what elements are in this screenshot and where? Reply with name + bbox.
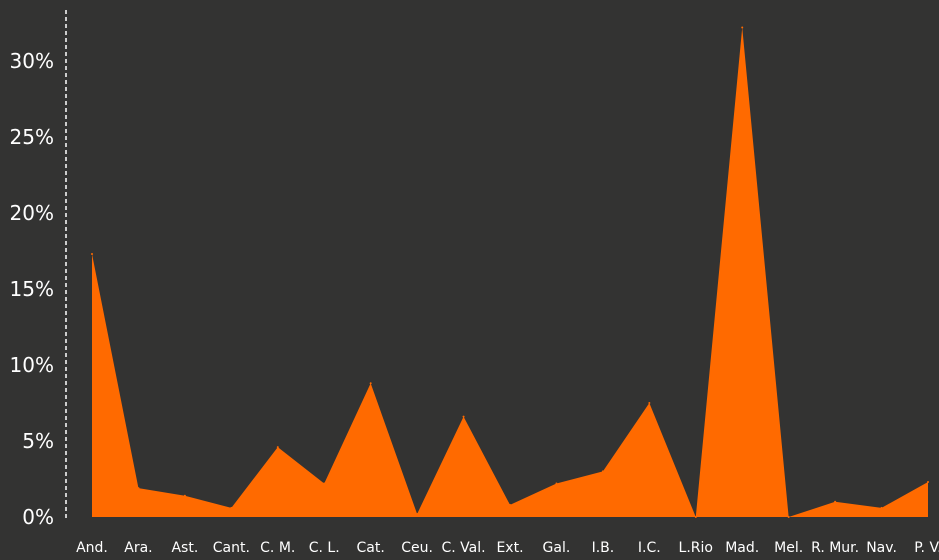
data-point-11 (601, 470, 604, 473)
data-point-3 (230, 506, 233, 509)
x-tick-label: Gal. (543, 540, 571, 556)
x-tick-label: Nav. (866, 540, 897, 556)
data-point-15 (787, 516, 790, 518)
data-point-1 (137, 487, 140, 490)
y-tick-label: 20% (10, 201, 54, 225)
x-tick-label: Mel. (774, 540, 803, 556)
x-tick-label: Mad. (725, 540, 759, 556)
data-point-16 (834, 500, 837, 503)
x-tick-label: Ceu. (401, 540, 433, 556)
x-tick-label: C. M. (260, 540, 295, 556)
data-point-18 (927, 481, 929, 484)
data-point-6 (369, 382, 372, 385)
x-tick-label: P. V. (914, 540, 939, 556)
data-point-13 (694, 516, 697, 518)
x-tick-label: Ast. (171, 540, 198, 556)
x-axis-ticks: And. Ara. Ast. Cant. C. M. C. L. Cat. Ceu. C. Va… (76, 540, 939, 556)
data-point-5 (323, 482, 326, 485)
x-tick-label: I.C. (638, 540, 661, 556)
y-tick-label: 0% (22, 505, 54, 529)
y-tick-label: 5% (22, 429, 54, 453)
x-tick-label: R. Mur. (811, 540, 859, 556)
x-tick-label: Ara. (124, 540, 152, 556)
area-series (91, 26, 929, 518)
data-point-12 (648, 402, 651, 404)
x-tick-label: Cat. (357, 540, 385, 556)
data-point-17 (880, 506, 883, 509)
x-tick-label: I.B. (592, 540, 615, 556)
data-point-0 (91, 253, 93, 256)
x-tick-label: C. L. (309, 540, 340, 556)
data-point-9 (509, 503, 511, 506)
data-point-7 (416, 512, 419, 515)
data-point-10 (555, 482, 558, 485)
y-tick-label: 15% (10, 277, 54, 301)
data-point-2 (183, 494, 186, 497)
data-point-8 (462, 415, 465, 418)
x-tick-label: Ext. (496, 540, 523, 556)
data-point-14 (741, 26, 744, 29)
y-tick-label: 30% (10, 49, 54, 73)
x-tick-label: And. (76, 540, 108, 556)
y-tick-label: 10% (10, 353, 54, 377)
x-tick-label: C. Val. (442, 540, 486, 556)
area-fill (92, 27, 928, 518)
x-tick-label: L.Rio (679, 540, 713, 556)
y-tick-label: 25% (10, 125, 54, 149)
y-axis-ticks: 0% 5% 10% 15% 20% 25% 30% (10, 49, 54, 529)
x-tick-label: Cant. (213, 540, 250, 556)
data-point-4 (276, 446, 279, 449)
